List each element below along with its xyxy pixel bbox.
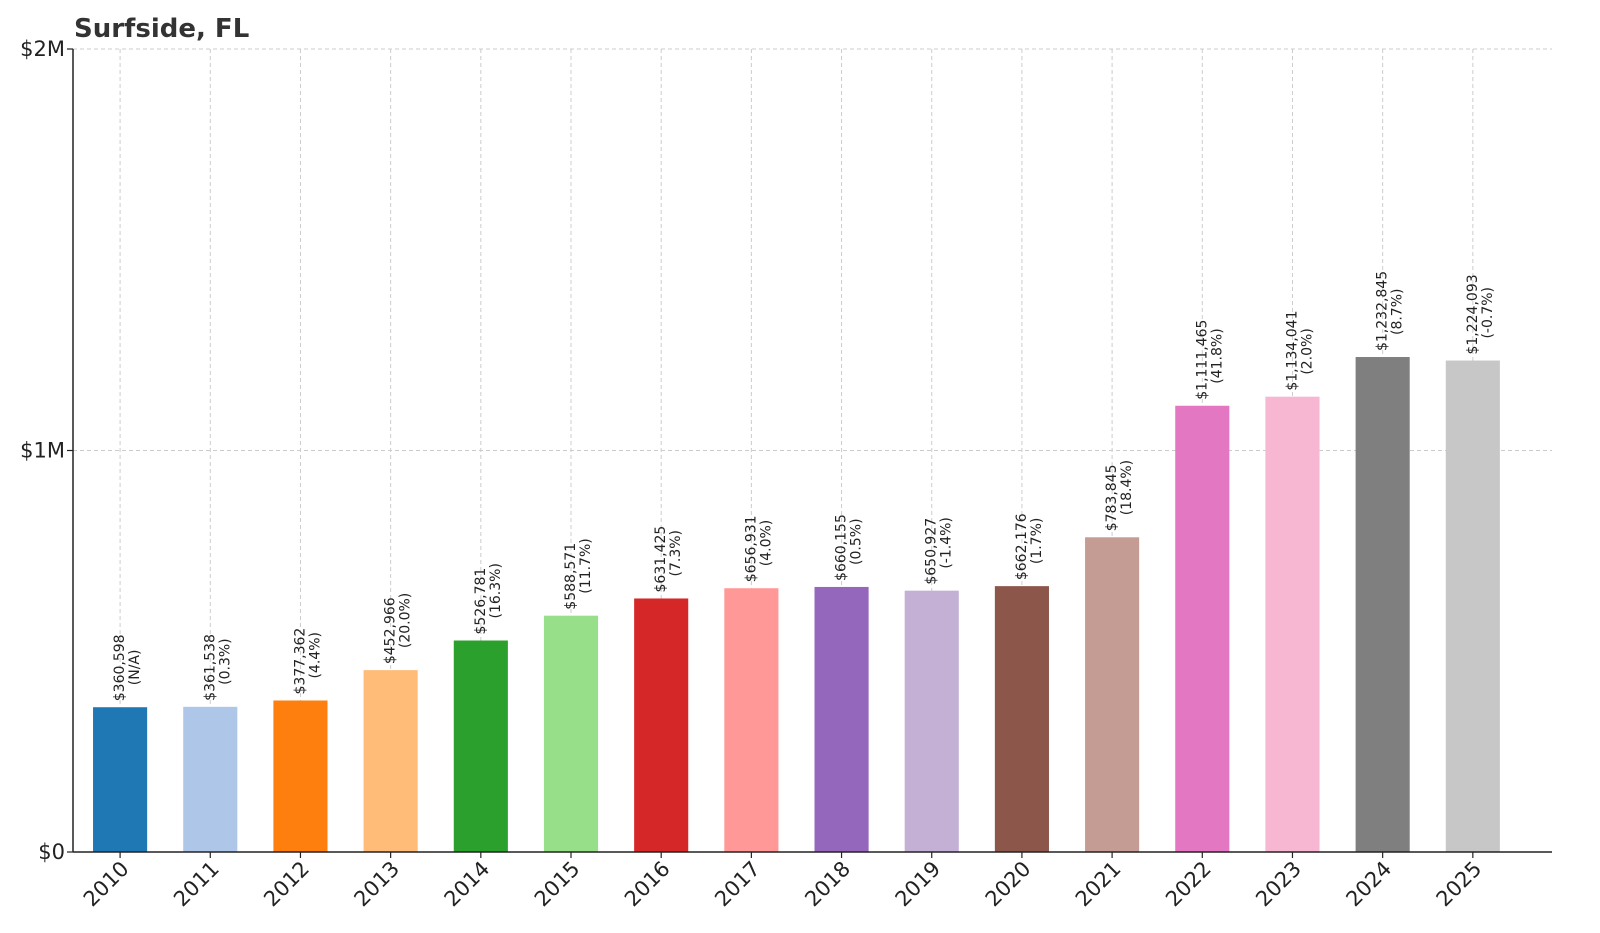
y-tick-label: $1M bbox=[20, 439, 65, 463]
x-tick-label-2025: 2025 bbox=[1432, 857, 1487, 912]
bar-2014 bbox=[453, 640, 508, 852]
value-label-2016: $631,425 bbox=[653, 526, 669, 593]
bar-2022 bbox=[1175, 405, 1230, 852]
bar-2018 bbox=[814, 586, 869, 852]
change-label-2014: (16.3%) bbox=[488, 563, 504, 618]
bar-labels: $360,598 (N/A) $361,538 (0.3%) $377,362 (4.4%… bbox=[112, 271, 1496, 701]
value-label-2019: $650,927 bbox=[924, 518, 940, 585]
value-label-2018: $660,155 bbox=[834, 514, 850, 581]
change-label-2024: (8.7%) bbox=[1390, 289, 1406, 336]
bar-2016 bbox=[634, 598, 689, 852]
value-label-2017: $656,931 bbox=[743, 515, 759, 582]
x-tick-label-2024: 2024 bbox=[1341, 857, 1396, 912]
bar-2012 bbox=[273, 700, 328, 852]
value-label-2014: $526,781 bbox=[473, 568, 489, 635]
y-tick-label: $2M bbox=[20, 37, 65, 61]
x-tick-label-2014: 2014 bbox=[440, 857, 495, 912]
value-label-2013: $452,966 bbox=[383, 597, 399, 664]
change-label-2010: (N/A) bbox=[127, 650, 143, 686]
bar-2020 bbox=[994, 586, 1049, 852]
bar-2021 bbox=[1085, 537, 1140, 852]
bar-2013 bbox=[363, 670, 418, 852]
bar-2015 bbox=[543, 615, 599, 852]
change-label-2023: (2.0%) bbox=[1299, 328, 1315, 375]
change-label-2017: (4.0%) bbox=[758, 520, 774, 567]
x-tick-label-2018: 2018 bbox=[800, 857, 855, 912]
value-label-2015: $588,571 bbox=[563, 543, 579, 610]
value-label-2022: $1,111,465 bbox=[1194, 320, 1210, 400]
bar-2025 bbox=[1445, 360, 1500, 852]
y-tick-label: $0 bbox=[38, 840, 65, 864]
x-tick-label-2023: 2023 bbox=[1251, 857, 1306, 912]
bar-2010 bbox=[93, 707, 148, 852]
chart-title: Surfside, FL bbox=[74, 14, 250, 44]
x-tick-label-2020: 2020 bbox=[981, 857, 1036, 912]
change-label-2018: (0.5%) bbox=[849, 518, 865, 565]
change-label-2022: (41.8%) bbox=[1209, 328, 1225, 383]
change-label-2012: (4.4%) bbox=[307, 632, 323, 679]
change-label-2016: (7.3%) bbox=[668, 530, 684, 577]
bar-2023 bbox=[1265, 396, 1320, 852]
value-label-2020: $662,176 bbox=[1014, 513, 1030, 580]
bar-2024 bbox=[1355, 357, 1410, 852]
x-tick-label-2011: 2011 bbox=[169, 857, 224, 912]
change-label-2011: (0.3%) bbox=[217, 638, 233, 685]
bar-2017 bbox=[724, 588, 779, 852]
x-tick-label-2022: 2022 bbox=[1161, 857, 1216, 912]
value-label-2012: $377,362 bbox=[292, 628, 308, 695]
bar-2019 bbox=[904, 590, 959, 852]
x-tick-label-2017: 2017 bbox=[710, 857, 765, 912]
x-tick-label-2013: 2013 bbox=[349, 857, 404, 912]
x-tick-label-2010: 2010 bbox=[79, 857, 134, 912]
x-tick-label-2016: 2016 bbox=[620, 857, 675, 912]
value-label-2010: $360,598 bbox=[112, 634, 128, 701]
value-label-2021: $783,845 bbox=[1104, 464, 1120, 531]
x-tick-label-2015: 2015 bbox=[530, 857, 585, 912]
value-label-2023: $1,134,041 bbox=[1284, 311, 1300, 391]
change-label-2021: (18.4%) bbox=[1119, 460, 1135, 515]
value-label-2024: $1,232,845 bbox=[1375, 271, 1391, 351]
change-label-2020: (1.7%) bbox=[1029, 518, 1045, 565]
x-tick-label-2019: 2019 bbox=[891, 857, 946, 912]
value-label-2025: $1,224,093 bbox=[1465, 274, 1481, 354]
change-label-2019: (-1.4%) bbox=[939, 517, 955, 569]
change-label-2025: (-0.7%) bbox=[1480, 287, 1496, 339]
axes: $0 $1M $2M 2010 2011 2012 2013 2014 2015 2016 2017… bbox=[20, 37, 1552, 911]
bars bbox=[93, 357, 1500, 852]
change-label-2015: (11.7%) bbox=[578, 538, 594, 593]
bar-2011 bbox=[183, 706, 238, 852]
change-label-2013: (20.0%) bbox=[398, 593, 414, 648]
x-tick-label-2021: 2021 bbox=[1071, 857, 1126, 912]
x-tick-label-2012: 2012 bbox=[259, 857, 314, 912]
value-label-2011: $361,538 bbox=[202, 634, 218, 701]
